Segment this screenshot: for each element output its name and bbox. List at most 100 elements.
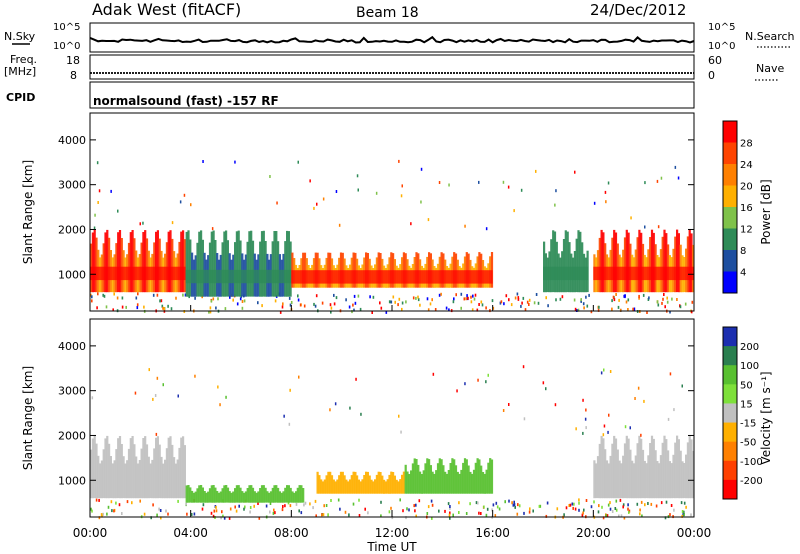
power-speckle bbox=[508, 298, 510, 302]
power-speckle bbox=[463, 297, 466, 301]
velocity-speckle bbox=[539, 504, 542, 508]
power-speckle bbox=[664, 305, 666, 309]
velocity-speckle bbox=[582, 511, 584, 515]
velocity-echo-cell bbox=[173, 457, 176, 499]
velocity-echo-cell bbox=[402, 471, 405, 494]
velocity-echo-cell bbox=[198, 485, 201, 503]
velocity-speckle bbox=[399, 498, 401, 502]
colorbar-swatch bbox=[723, 327, 737, 347]
power-echo-core bbox=[543, 266, 589, 281]
power-speckle bbox=[533, 301, 536, 305]
velocity-echo-cell bbox=[643, 460, 646, 499]
velocity-speckle bbox=[571, 502, 574, 506]
velocity-speckle bbox=[483, 505, 485, 509]
power-speckle bbox=[555, 298, 557, 302]
velocity-echo-cell bbox=[149, 463, 152, 499]
power-speckle bbox=[412, 296, 415, 300]
velocity-sparse-echo bbox=[522, 365, 525, 369]
velocity-echo-cell bbox=[620, 463, 623, 499]
x-tick-label: 08:00 bbox=[274, 526, 309, 540]
power-speckle bbox=[514, 296, 517, 300]
velocity-speckle bbox=[150, 516, 152, 520]
velocity-echo-cell bbox=[225, 485, 228, 503]
power-speckle bbox=[314, 304, 317, 308]
velocity-echo-cell bbox=[471, 473, 474, 494]
power-sparse-echo bbox=[401, 184, 403, 188]
power-speckle bbox=[618, 298, 620, 302]
velocity-speckle bbox=[607, 503, 610, 507]
velocity-speckle bbox=[568, 504, 570, 507]
velocity-sparse-echo bbox=[603, 368, 605, 372]
power-echo-cell bbox=[117, 232, 120, 293]
cpid-label: CPID bbox=[6, 91, 35, 104]
x-axis-ticks: 00:00 04:00 08:00 12:00 16:00 20:00 00:00 bbox=[73, 305, 711, 540]
power-speckle bbox=[663, 293, 665, 296]
power-speckle bbox=[528, 298, 531, 302]
power-echo-cell bbox=[129, 232, 132, 293]
power-speckle bbox=[624, 295, 626, 299]
power-sparse-echo bbox=[171, 221, 174, 225]
power-speckle bbox=[434, 308, 437, 311]
power-speckle bbox=[470, 300, 473, 304]
velocity-y-ticks: 1000 2000 3000 4000 bbox=[58, 340, 694, 487]
power-speckle bbox=[661, 301, 663, 305]
power-speckle bbox=[597, 308, 600, 312]
velocity-sparse-echo bbox=[355, 377, 357, 381]
power-echo-cell bbox=[623, 237, 627, 293]
velocity-echo-cell bbox=[627, 438, 630, 499]
velocity-echo-cell bbox=[300, 485, 303, 503]
power-sparse-echo bbox=[276, 201, 278, 205]
velocity-echo-cell bbox=[91, 438, 94, 499]
velocity-speckle bbox=[322, 513, 325, 517]
power-echo-cell bbox=[665, 233, 668, 293]
velocity-speckle bbox=[213, 509, 216, 513]
power-speckle bbox=[583, 306, 585, 310]
velocity-speckle bbox=[513, 500, 515, 504]
power-speckle bbox=[208, 310, 210, 314]
power-echo-cell bbox=[234, 242, 237, 297]
velocity-sparse-echo bbox=[298, 375, 300, 379]
velocity-speckle bbox=[458, 501, 460, 505]
velocity-sparse-echo bbox=[400, 430, 402, 434]
velocity-echo-cell bbox=[426, 458, 429, 494]
power-speckle bbox=[281, 305, 284, 309]
power-speckle bbox=[445, 306, 448, 310]
velocity-echo-cell bbox=[223, 485, 226, 503]
velocity-echo-cell bbox=[232, 491, 235, 503]
velocity-speckle bbox=[249, 510, 251, 514]
power-speckle bbox=[333, 293, 335, 297]
velocity-speckle bbox=[186, 512, 188, 516]
velocity-speckle bbox=[249, 506, 252, 509]
velocity-echo-cell bbox=[388, 474, 391, 494]
velocity-speckle bbox=[563, 513, 565, 517]
velocity-speckle bbox=[680, 501, 683, 505]
power-echo-cell bbox=[167, 231, 170, 293]
velocity-speckle bbox=[201, 507, 204, 511]
power-echo-cell bbox=[579, 231, 582, 293]
power-sparse-echo bbox=[335, 190, 338, 193]
velocity-echo-cell bbox=[153, 448, 156, 499]
velocity-echo-cell bbox=[124, 463, 127, 499]
colorbar-swatch bbox=[723, 228, 737, 251]
velocity-echo-cell bbox=[214, 487, 217, 503]
velocity-speckle bbox=[508, 499, 510, 503]
freq-panel bbox=[89, 54, 695, 80]
power-echo-cell bbox=[133, 238, 136, 293]
y-tick-label: 4000 bbox=[58, 134, 86, 147]
nsearch-tick-top: 10^5 bbox=[708, 22, 735, 33]
power-sparse-echo bbox=[464, 224, 466, 228]
power-speckle bbox=[647, 298, 650, 301]
power-speckle bbox=[580, 298, 582, 302]
colorbar-swatch bbox=[723, 121, 737, 143]
velocity-sparse-echo bbox=[584, 417, 587, 421]
power-speckle bbox=[517, 297, 520, 301]
velocity-sparse-echo bbox=[634, 397, 636, 400]
nsearch-label: N.Search bbox=[745, 30, 795, 43]
power-sparse-echo bbox=[644, 181, 646, 185]
velocity-echo-cell bbox=[212, 485, 215, 503]
power-sparse-echo bbox=[674, 165, 677, 169]
power-sparse-echo bbox=[448, 183, 450, 187]
power-speckle bbox=[288, 296, 291, 300]
velocity-echo-cell bbox=[462, 462, 465, 494]
